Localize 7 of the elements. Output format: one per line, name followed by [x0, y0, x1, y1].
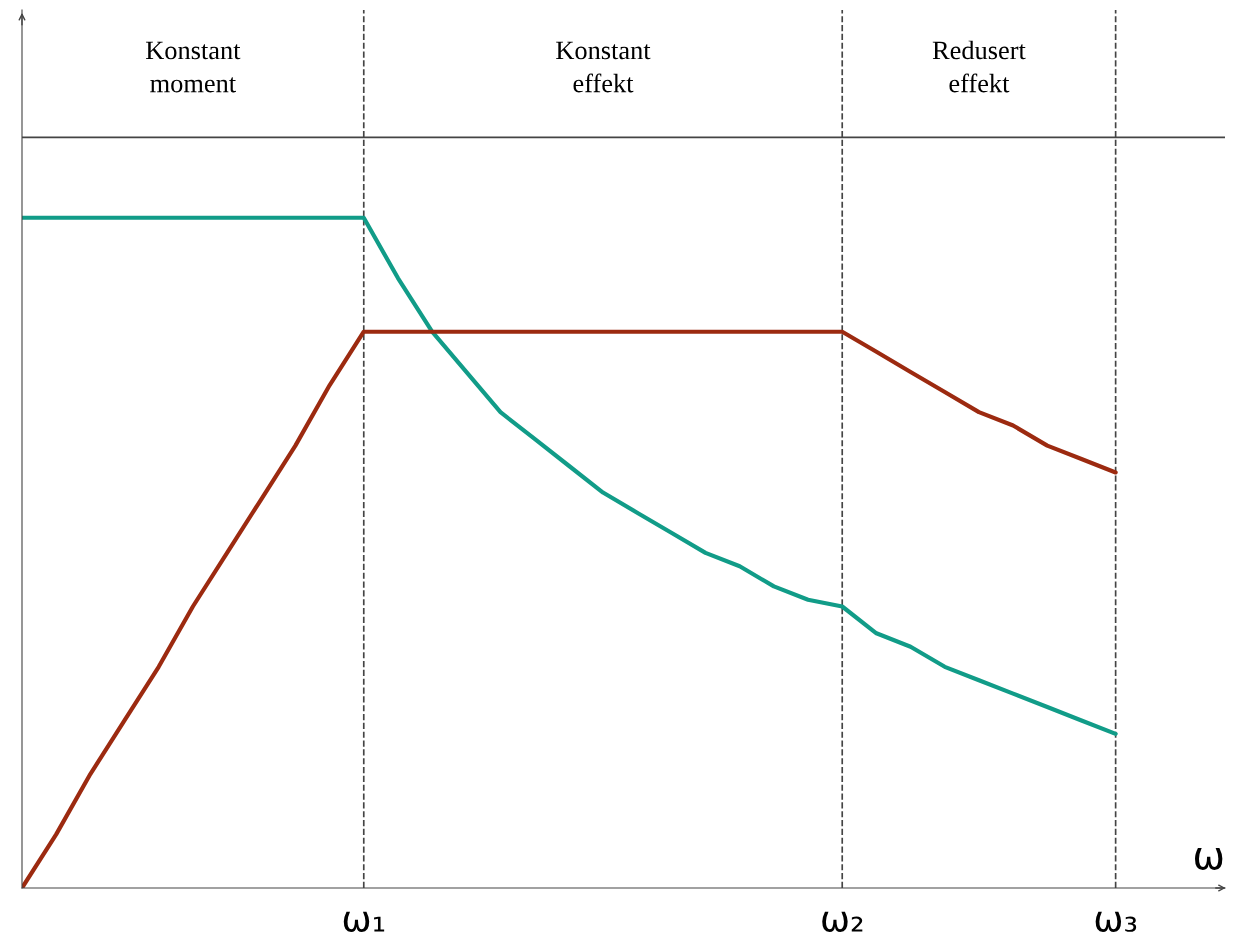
text: Konstant moment — [146, 41, 241, 93]
x-tick-label: ω₂ — [822, 911, 863, 932]
x-tick-label: ω₁ — [343, 911, 385, 932]
text: Konstant effekt — [556, 41, 651, 93]
x-tick-label: ω₃ — [1095, 911, 1137, 932]
text: Redusert effekt — [932, 40, 1026, 93]
x-axis-title: ω — [1195, 848, 1223, 870]
